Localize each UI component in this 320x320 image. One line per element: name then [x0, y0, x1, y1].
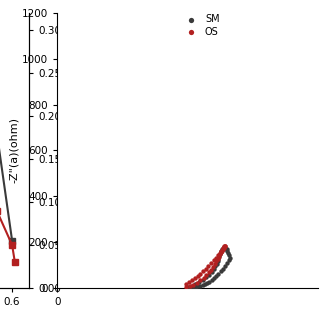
OS: [219, 250, 224, 255]
OS: [206, 270, 211, 275]
SM: [212, 267, 217, 272]
OS: [211, 258, 216, 263]
SM: [207, 272, 212, 277]
SM: [227, 255, 232, 260]
SM: [185, 284, 190, 289]
OS: [192, 276, 197, 281]
OS: [201, 269, 206, 274]
OS: [212, 261, 217, 267]
SM: [222, 245, 227, 250]
SM: [189, 283, 194, 288]
SM: [193, 282, 198, 287]
OS: [214, 259, 219, 264]
SM: [214, 274, 219, 279]
SM: [205, 281, 210, 286]
SM: [200, 278, 205, 283]
OS: [187, 284, 192, 289]
OS: [222, 244, 227, 249]
OS: [217, 250, 222, 255]
OS: [215, 253, 220, 258]
OS: [198, 271, 203, 276]
OS: [221, 245, 226, 251]
SM: [221, 245, 226, 251]
SM: [198, 284, 203, 289]
OS: [222, 244, 227, 249]
OS: [217, 252, 222, 257]
SM: [196, 284, 201, 289]
Y-axis label: Potential/V: Potential/V: [67, 120, 77, 180]
SM: [219, 248, 224, 253]
OS: [191, 282, 196, 287]
SM: [213, 264, 218, 269]
SM: [212, 276, 217, 281]
SM: [210, 269, 215, 275]
OS: [222, 244, 227, 250]
SM: [200, 283, 205, 288]
SM: [217, 252, 222, 257]
SM: [216, 271, 221, 276]
OS: [204, 273, 209, 278]
SM: [225, 261, 230, 266]
SM: [216, 256, 221, 261]
OS: [219, 248, 224, 253]
SM: [218, 250, 223, 255]
OS: [198, 278, 203, 283]
SM: [209, 277, 214, 283]
OS: [189, 278, 194, 283]
SM: [220, 247, 225, 252]
SM: [196, 280, 202, 285]
OS: [195, 274, 200, 279]
SM: [204, 275, 209, 280]
Legend: SM, OS: SM, OS: [180, 12, 221, 39]
OS: [183, 285, 188, 290]
OS: [195, 280, 200, 285]
OS: [206, 263, 211, 268]
SM: [220, 246, 225, 251]
Y-axis label: -Z"(a)(ohm): -Z"(a)(ohm): [9, 117, 19, 183]
SM: [215, 258, 220, 263]
OS: [216, 254, 221, 259]
SM: [223, 246, 228, 251]
OS: [222, 244, 227, 249]
OS: [220, 246, 225, 252]
OS: [201, 275, 206, 280]
OS: [208, 261, 213, 266]
OS: [213, 255, 218, 260]
SM: [214, 261, 219, 266]
OS: [220, 247, 225, 252]
SM: [222, 263, 228, 268]
SM: [220, 266, 225, 271]
SM: [225, 248, 230, 253]
SM: [218, 269, 223, 274]
SM: [226, 250, 231, 255]
SM: [217, 254, 222, 259]
SM: [203, 282, 208, 287]
OS: [219, 248, 224, 253]
OS: [203, 266, 208, 271]
OS: [183, 282, 188, 287]
SM: [207, 279, 212, 284]
OS: [186, 280, 191, 285]
SM: [226, 252, 231, 258]
SM: [224, 247, 229, 252]
OS: [221, 245, 226, 251]
OS: [215, 256, 220, 261]
OS: [208, 267, 213, 272]
OS: [221, 244, 227, 250]
SM: [189, 285, 194, 290]
SM: [194, 284, 199, 289]
OS: [210, 264, 215, 269]
SM: [226, 258, 231, 263]
SM: [191, 285, 196, 290]
SM: [222, 245, 228, 251]
